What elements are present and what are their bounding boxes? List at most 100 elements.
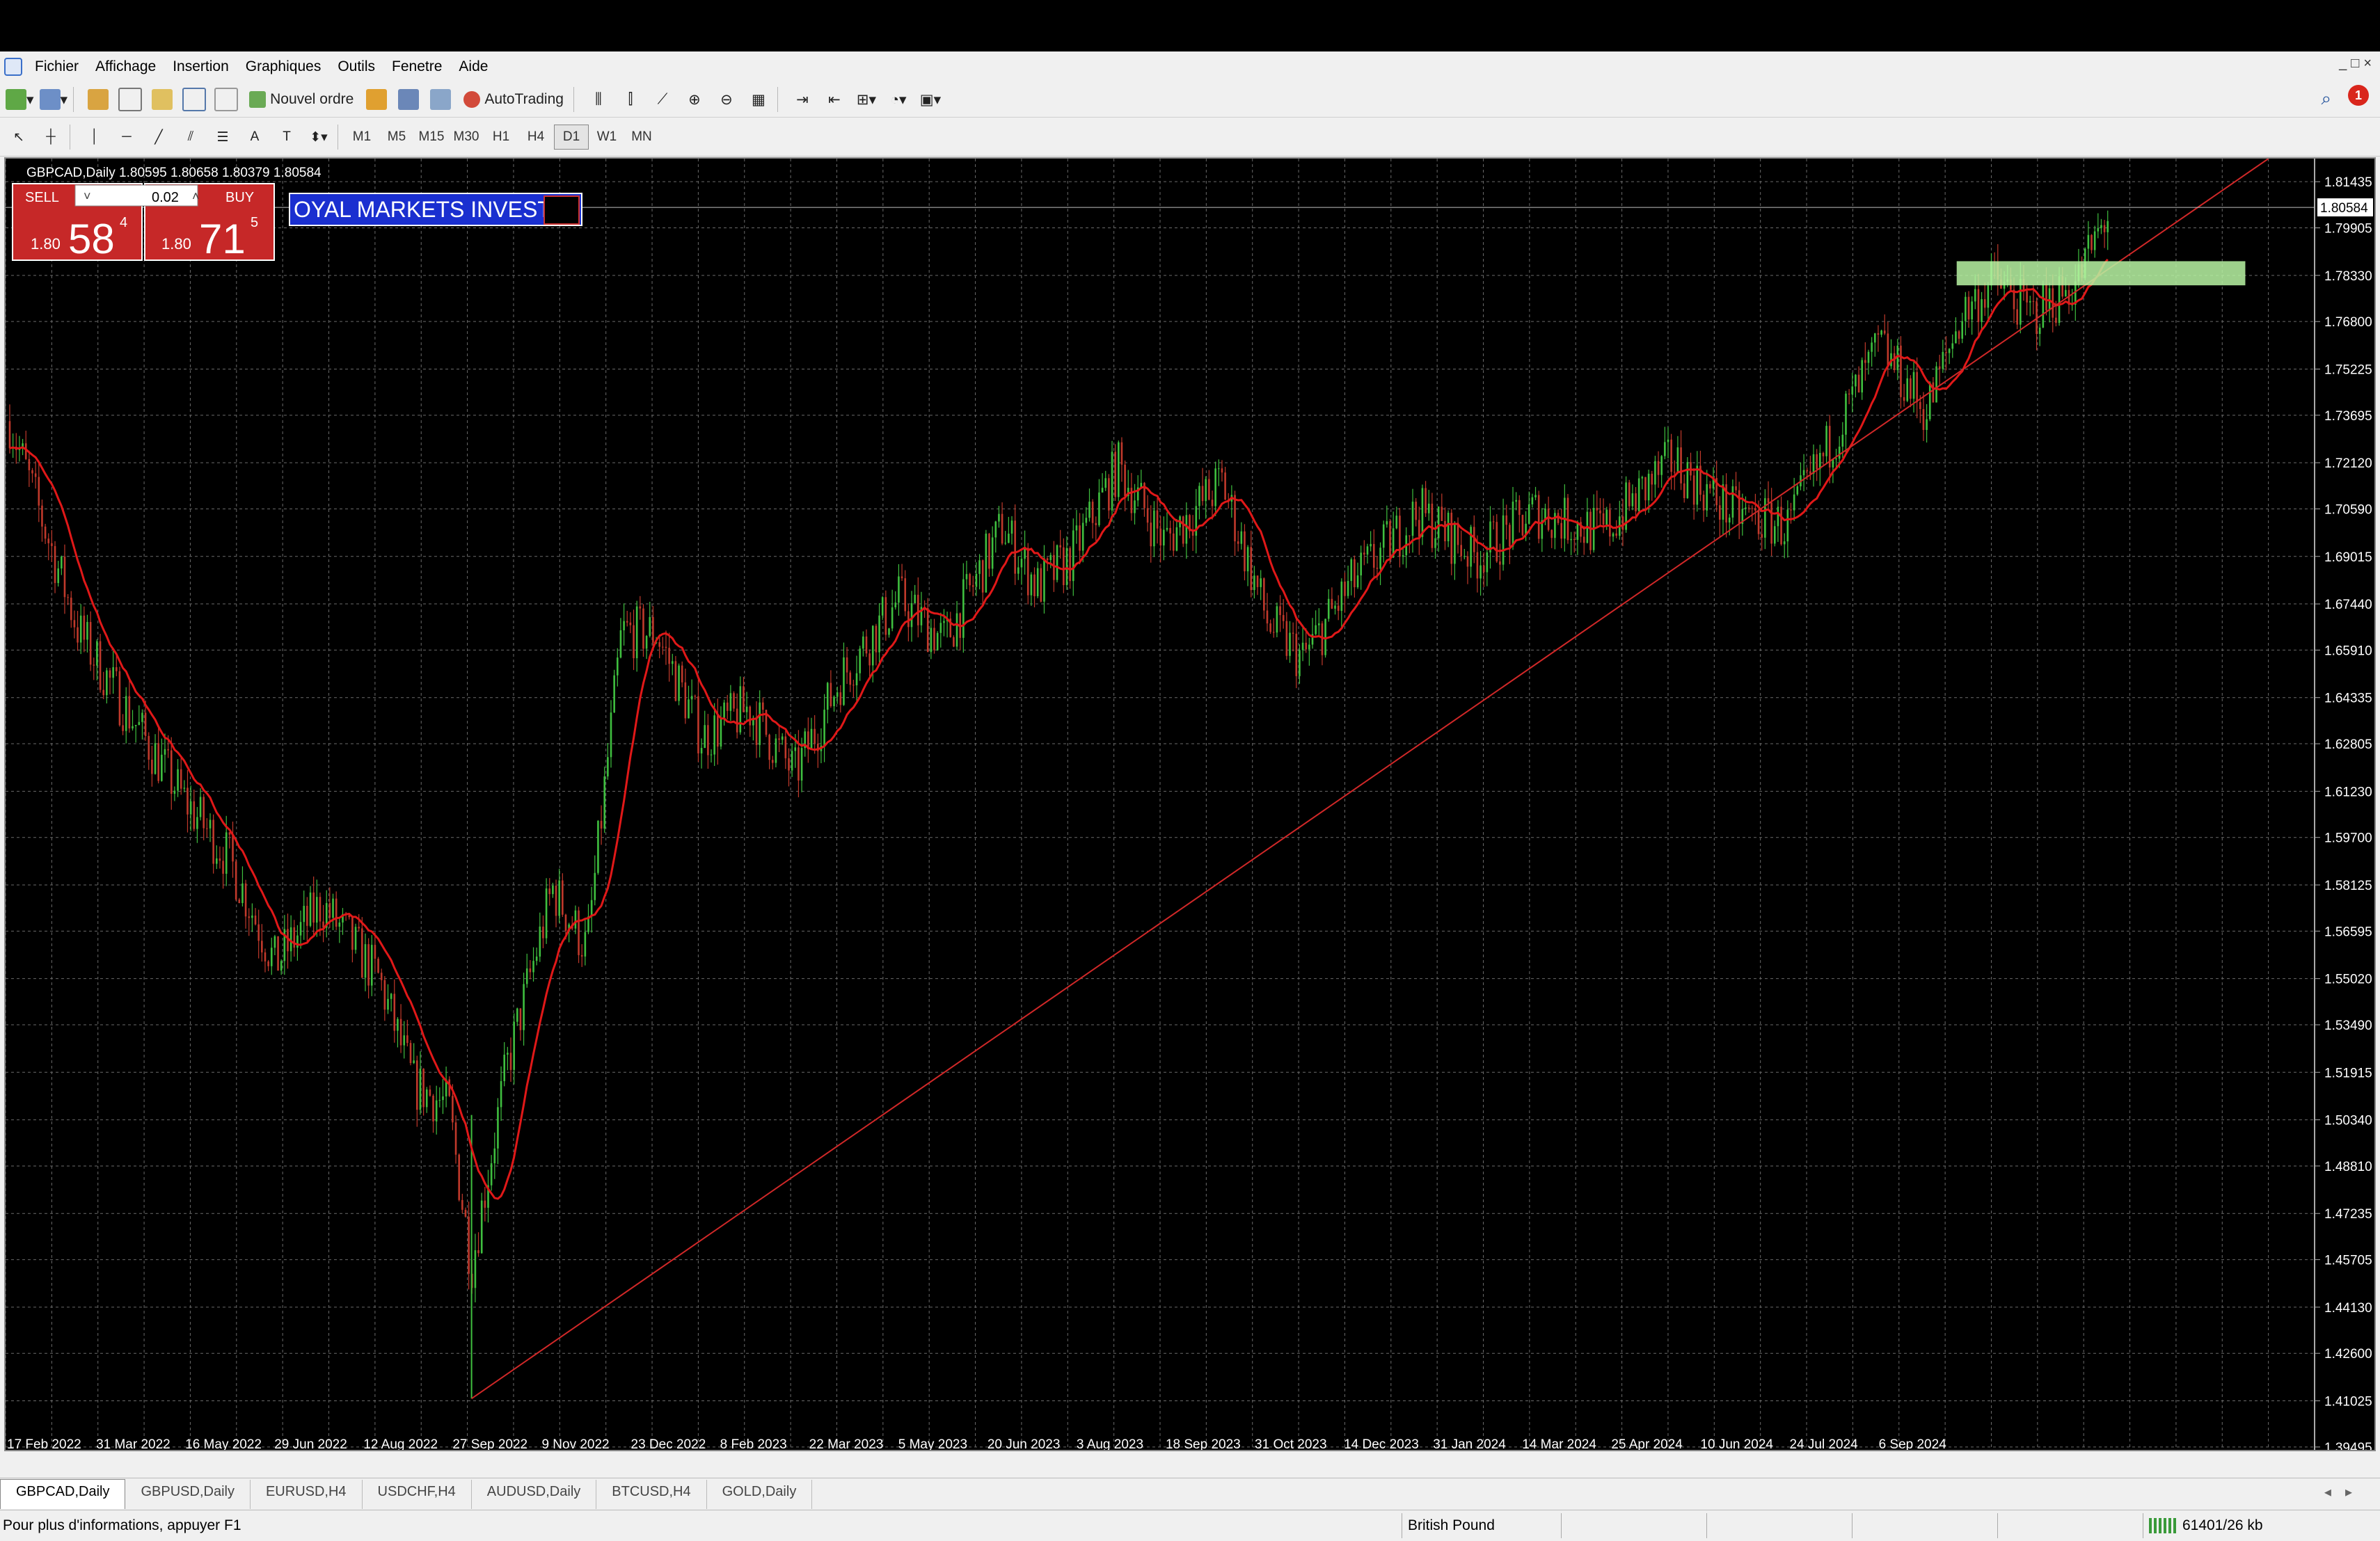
timeframe-m1[interactable]: M1 xyxy=(352,129,372,144)
candle-body xyxy=(374,945,376,959)
candle-body xyxy=(759,702,761,745)
menu-fenetre[interactable]: Fenetre xyxy=(392,58,443,74)
market-watch-icon[interactable] xyxy=(85,86,111,113)
timeframe-m30[interactable]: M30 xyxy=(453,129,479,144)
line-chart-icon[interactable]: ⟋ xyxy=(657,91,668,107)
data-window-icon[interactable] xyxy=(117,86,143,113)
tab-gold-daily[interactable]: GOLD,Daily xyxy=(707,1480,813,1509)
menu-aide[interactable]: Aide xyxy=(459,58,489,74)
tab-gbpcad-daily[interactable]: GBPCAD,Daily xyxy=(0,1479,126,1509)
candle-body xyxy=(177,769,179,791)
indicators-button[interactable]: ⊞▾ xyxy=(856,91,877,108)
window-controls[interactable]: _□× xyxy=(2339,56,2376,71)
autoscroll-icon[interactable]: ⇤ xyxy=(828,91,841,108)
candle-body xyxy=(1075,525,1078,531)
arrows-button[interactable]: ⬍▾ xyxy=(310,129,328,145)
timeframe-w1[interactable]: W1 xyxy=(596,129,617,144)
candle-body xyxy=(665,646,667,648)
candle-body xyxy=(148,735,150,760)
candle-body xyxy=(1906,378,1909,401)
sell-price-big: 58 xyxy=(68,216,115,262)
menu-fichier[interactable]: Fichier xyxy=(35,58,79,74)
tab-audusd-daily[interactable]: AUDUSD,Daily xyxy=(472,1480,597,1509)
candle-body xyxy=(513,1021,515,1070)
market-icon[interactable] xyxy=(427,86,454,113)
candle-body xyxy=(888,628,890,635)
zoom-out-icon[interactable]: ⊖ xyxy=(720,91,733,108)
timeframe-m15[interactable]: M15 xyxy=(418,129,445,144)
candle-body xyxy=(118,671,121,726)
candle-body xyxy=(1276,606,1278,633)
current-price-label: 1.80584 xyxy=(2320,201,2368,216)
candle-body xyxy=(1582,536,1585,543)
fibonacci-icon[interactable]: ☰ xyxy=(216,129,229,145)
price-chart[interactable]: 1.81435 1.79905 1.78330 1.76800 1.75225 1.736… xyxy=(6,159,2374,1450)
y-tick-label: 1.62805 xyxy=(2324,737,2372,752)
channel-icon[interactable]: ⫽ xyxy=(187,129,194,144)
candle-body xyxy=(1350,559,1353,582)
periods-button[interactable]: ◔▾ xyxy=(890,91,907,108)
notification-badge[interactable]: 1 xyxy=(2348,85,2369,106)
metaeditor-icon[interactable] xyxy=(363,86,390,113)
timeframe-m5[interactable]: M5 xyxy=(387,129,406,144)
text-label-icon[interactable]: T xyxy=(283,129,291,144)
candle-body xyxy=(1974,289,1976,302)
menu-insertion[interactable]: Insertion xyxy=(173,58,229,74)
menu-outils[interactable]: Outils xyxy=(338,58,376,74)
timeframe-h4[interactable]: H4 xyxy=(527,129,545,144)
tab-btcusd-h4[interactable]: BTCUSD,H4 xyxy=(596,1480,707,1509)
tab-gbpusd-daily[interactable]: GBPUSD,Daily xyxy=(125,1480,251,1509)
candle-body xyxy=(523,984,525,1030)
candle-body xyxy=(1108,478,1110,511)
candle-body xyxy=(293,927,296,948)
timeframe-h1[interactable]: H1 xyxy=(492,129,510,144)
profiles-button[interactable]: ▾ xyxy=(39,86,68,113)
x-tick-label: 3 Aug 2023 xyxy=(1077,1437,1143,1450)
zoom-in-icon[interactable]: ⊕ xyxy=(688,91,701,108)
horizontal-line-icon[interactable]: ─ xyxy=(122,129,132,144)
autotrading-button[interactable]: AutoTrading xyxy=(459,86,568,113)
candlestick-icon[interactable]: ⫿ xyxy=(628,91,633,107)
menu-graphiques[interactable]: Graphiques xyxy=(245,58,322,74)
candle-body xyxy=(539,926,541,957)
candle-body xyxy=(1305,642,1308,650)
candle-body xyxy=(1967,296,1970,320)
menu-affichage[interactable]: Affichage xyxy=(95,58,157,74)
candle-body xyxy=(1053,554,1055,580)
search-icon[interactable]: ⌕ xyxy=(2321,88,2331,109)
navigator-icon[interactable] xyxy=(149,86,175,113)
chart-window[interactable]: 1.81435 1.79905 1.78330 1.76800 1.75225 1.736… xyxy=(4,157,2376,1451)
candle-body xyxy=(700,748,703,753)
timeframe-mn[interactable]: MN xyxy=(631,129,652,144)
candle-body xyxy=(1224,472,1226,500)
candle-body xyxy=(1101,488,1104,493)
new-chart-button[interactable]: ▾ xyxy=(6,86,34,113)
signals-icon[interactable] xyxy=(395,86,422,113)
candle-body xyxy=(1301,642,1304,650)
candle-body xyxy=(31,470,33,474)
tab-eurusd-h4[interactable]: EURUSD,H4 xyxy=(251,1480,363,1509)
candle-body xyxy=(1670,439,1672,472)
vertical-line-icon[interactable]: │ xyxy=(90,129,99,144)
tab-usdchf-h4[interactable]: USDCHF,H4 xyxy=(363,1480,472,1509)
cursor-icon[interactable]: ↖ xyxy=(13,129,24,145)
terminal-icon[interactable] xyxy=(181,86,207,113)
strategy-tester-icon[interactable] xyxy=(213,86,239,113)
bar-chart-icon[interactable]: ⫼ xyxy=(595,91,602,107)
candle-body xyxy=(1114,452,1116,497)
chart-shift-icon[interactable]: ⇥ xyxy=(796,91,809,108)
trendline-icon[interactable]: ╱ xyxy=(154,129,163,145)
candle-body xyxy=(161,754,163,781)
new-order-button[interactable]: Nouvel ordre xyxy=(245,86,358,113)
candle-body xyxy=(1356,575,1359,588)
templates-button[interactable]: ▣▾ xyxy=(919,91,942,108)
tab-scroll-arrows[interactable]: ◂▸ xyxy=(2324,1485,2366,1500)
candle-body xyxy=(723,702,725,720)
tile-windows-icon[interactable]: ▦ xyxy=(752,91,765,108)
timeframe-d1[interactable]: D1 xyxy=(554,125,589,150)
candle-body xyxy=(151,759,153,774)
text-icon[interactable]: A xyxy=(250,129,260,144)
crosshair-icon[interactable]: ┼ xyxy=(46,129,56,144)
candle-body xyxy=(1026,548,1029,596)
candle-body xyxy=(519,1008,522,1030)
